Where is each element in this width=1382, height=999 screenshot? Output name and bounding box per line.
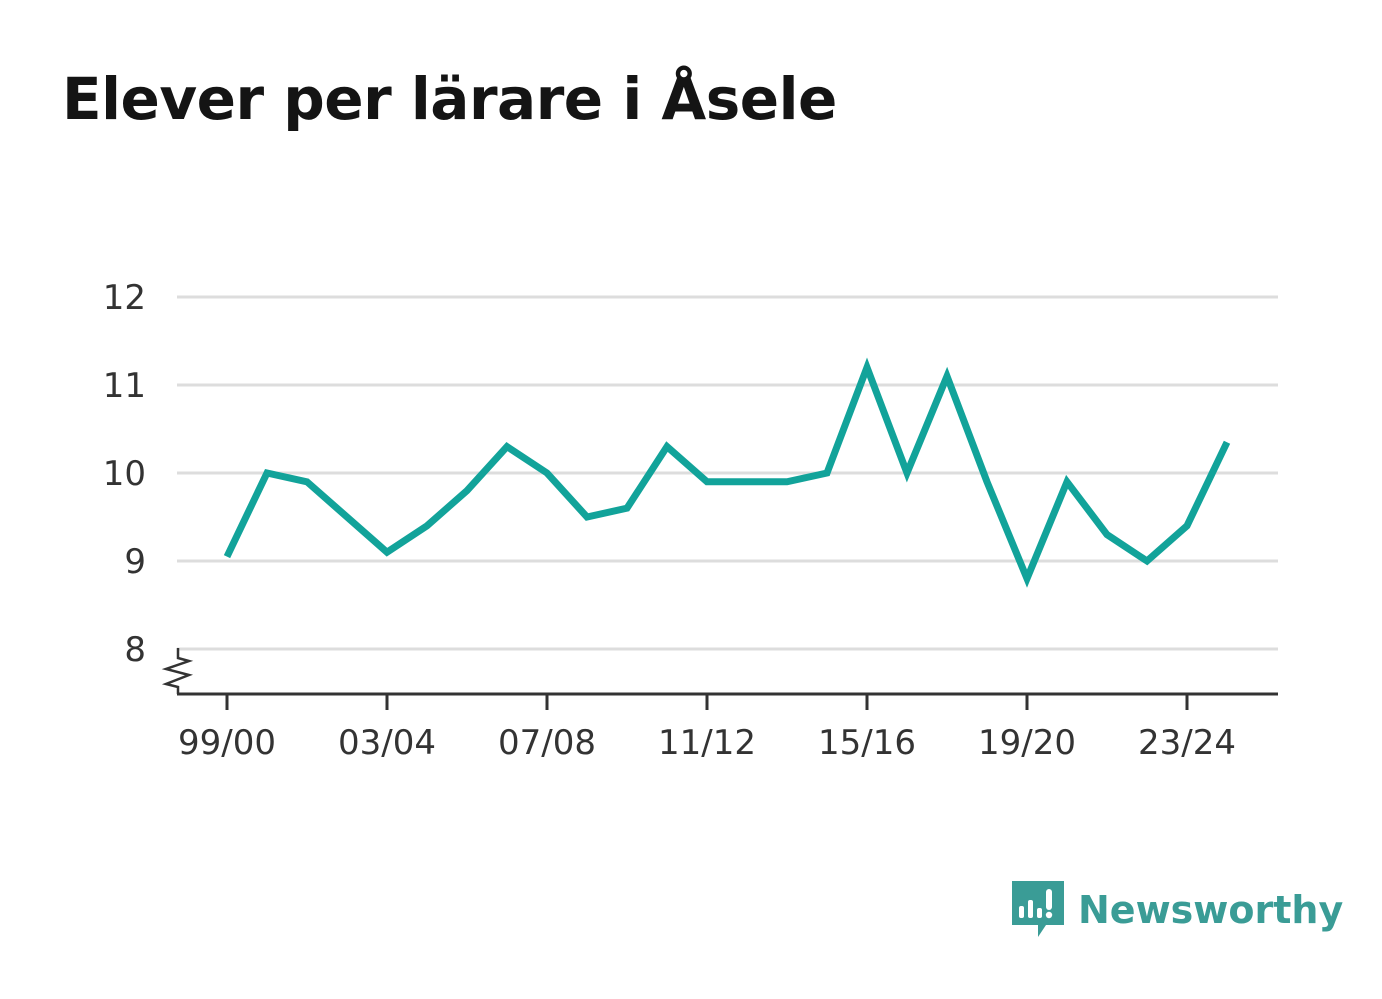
y-tick-label: 9 [124,542,146,582]
y-tick-label: 12 [103,278,146,318]
gridlines [177,295,1278,651]
x-axis [161,648,1278,710]
axis-break-icon [161,648,194,694]
newsworthy-brand: Newsworthy [1010,878,1343,942]
x-axis-labels: 99/00 03/04 07/08 11/12 15/16 19/20 23/24 [178,723,1236,763]
y-tick-label: 8 [124,630,146,670]
x-tick-label: 19/20 [978,723,1076,763]
x-tick-label: 11/12 [658,723,756,763]
chart-title: Elever per lärare i Åsele [62,65,837,133]
x-tick-label: 99/00 [178,723,276,763]
x-tick-label: 03/04 [338,723,436,763]
y-axis-labels: 8 9 10 11 12 [103,278,146,670]
x-tick-label: 23/24 [1138,723,1236,763]
x-tick-label: 07/08 [498,723,596,763]
newsworthy-logo-icon [1012,881,1064,937]
series-layer [223,357,1231,588]
y-tick-label: 10 [103,454,146,494]
brand-name: Newsworthy [1078,888,1344,932]
y-tick-label: 11 [103,366,146,406]
x-tick-label: 15/16 [818,723,916,763]
series-line [223,357,1231,588]
